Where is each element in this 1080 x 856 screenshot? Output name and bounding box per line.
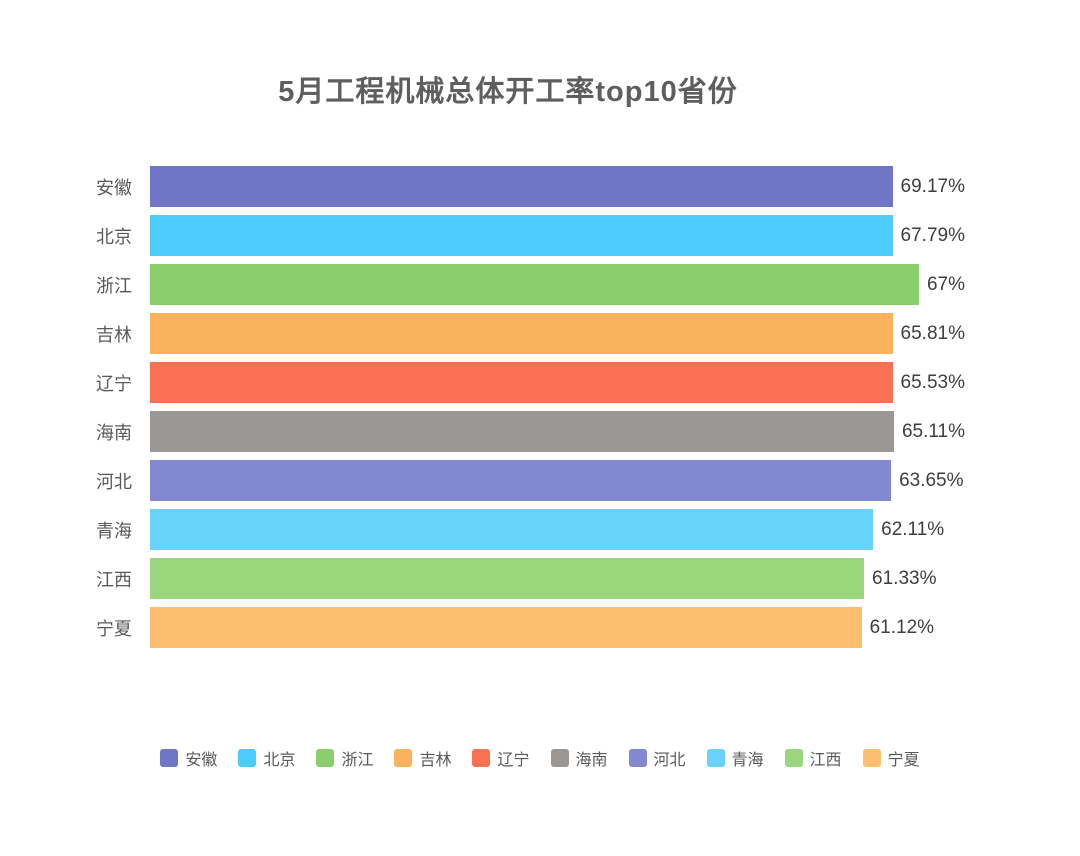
bar[interactable] <box>150 411 894 452</box>
value-label: 69.17% <box>900 175 965 197</box>
legend-item[interactable]: 吉林 <box>394 746 451 770</box>
bar[interactable] <box>150 558 865 599</box>
legend-label: 北京 <box>263 752 296 769</box>
value-label: 67% <box>926 273 965 295</box>
legend-item[interactable]: 安徽 <box>160 746 217 770</box>
category-label: 江西 <box>96 569 132 590</box>
legend-item[interactable]: 浙江 <box>316 746 373 770</box>
legend-label: 江西 <box>809 752 842 769</box>
legend-label: 河北 <box>653 752 686 769</box>
value-label: 61.12% <box>869 616 935 638</box>
legend-swatch-icon <box>160 749 179 767</box>
legend-swatch-icon <box>784 749 803 767</box>
legend-swatch-icon <box>706 749 725 767</box>
chart-title: 5月工程机械总体开工率top10省份 <box>278 76 738 108</box>
bar-row: 宁夏 61.12% <box>0 607 1080 648</box>
bar-track: 65.81% <box>150 313 965 354</box>
bar-chart-plot-area: 安徽 69.17% 北京 67.79% 浙江 67% 吉林 65.81% 辽宁 … <box>0 166 1080 656</box>
legend-item[interactable]: 海南 <box>550 746 608 770</box>
category-label: 宁夏 <box>96 618 132 639</box>
bar-track: 62.11% <box>150 509 965 550</box>
bar-track: 65.11% <box>150 411 965 452</box>
legend-swatch-icon <box>238 749 257 767</box>
legend-label: 吉林 <box>419 752 452 769</box>
bar-track: 69.17% <box>150 166 965 207</box>
legend-item[interactable]: 宁夏 <box>862 746 920 770</box>
category-label: 海南 <box>96 422 132 443</box>
category-label: 辽宁 <box>96 373 132 394</box>
bar[interactable] <box>150 460 892 501</box>
legend-swatch-icon <box>550 749 569 767</box>
bar-row: 安徽 69.17% <box>0 166 1080 207</box>
bar-row: 河北 63.65% <box>0 460 1080 501</box>
value-label: 62.11% <box>881 518 945 540</box>
bar[interactable] <box>150 215 893 256</box>
bar[interactable] <box>150 264 919 305</box>
category-label: 青海 <box>96 520 132 541</box>
bar[interactable] <box>150 509 874 550</box>
legend-item[interactable]: 北京 <box>238 746 295 770</box>
bar-track: 61.12% <box>150 607 965 648</box>
legend-label: 辽宁 <box>497 752 530 769</box>
legend-swatch-icon <box>472 749 491 767</box>
bar[interactable] <box>150 166 893 207</box>
legend-label: 青海 <box>731 752 764 769</box>
bar-track: 67% <box>150 264 965 305</box>
bar-row: 浙江 67% <box>0 264 1080 305</box>
legend-swatch-icon <box>394 749 413 767</box>
bar-row: 江西 61.33% <box>0 558 1080 599</box>
bar[interactable] <box>150 313 893 354</box>
legend-item[interactable]: 辽宁 <box>472 746 530 770</box>
category-label: 北京 <box>96 226 132 247</box>
category-label: 安徽 <box>96 177 132 198</box>
bar-row: 海南 65.11% <box>0 411 1080 452</box>
legend-label: 宁夏 <box>887 752 920 769</box>
value-label: 65.11% <box>901 420 965 442</box>
bar-track: 65.53% <box>150 362 965 403</box>
legend-label: 安徽 <box>185 752 218 769</box>
legend-swatch-icon <box>862 749 881 767</box>
bar-track: 61.33% <box>150 558 965 599</box>
value-label: 67.79% <box>900 224 965 246</box>
value-label: 63.65% <box>899 469 964 491</box>
bar-row: 北京 67.79% <box>0 215 1080 256</box>
bar-track: 67.79% <box>150 215 965 256</box>
value-label: 65.53% <box>900 371 965 393</box>
chart-legend: 安徽 北京 浙江 吉林 辽宁 海南 河北 青海 江西 宁夏 <box>0 746 1080 770</box>
bar[interactable] <box>150 607 862 648</box>
legend-label: 海南 <box>575 752 608 769</box>
legend-item[interactable]: 河北 <box>628 746 686 770</box>
legend-swatch-icon <box>316 749 335 767</box>
bar[interactable] <box>150 362 893 403</box>
bar-row: 吉林 65.81% <box>0 313 1080 354</box>
legend-label: 浙江 <box>341 752 374 769</box>
value-label: 61.33% <box>872 567 937 589</box>
category-label: 河北 <box>96 471 132 492</box>
bar-row: 辽宁 65.53% <box>0 362 1080 403</box>
legend-swatch-icon <box>628 749 647 767</box>
bar-track: 63.65% <box>150 460 965 501</box>
legend-item[interactable]: 青海 <box>706 746 764 770</box>
category-label: 浙江 <box>96 275 132 296</box>
legend-item[interactable]: 江西 <box>784 746 842 770</box>
category-label: 吉林 <box>96 324 132 345</box>
value-label: 65.81% <box>900 322 965 344</box>
bar-row: 青海 62.11% <box>0 509 1080 550</box>
